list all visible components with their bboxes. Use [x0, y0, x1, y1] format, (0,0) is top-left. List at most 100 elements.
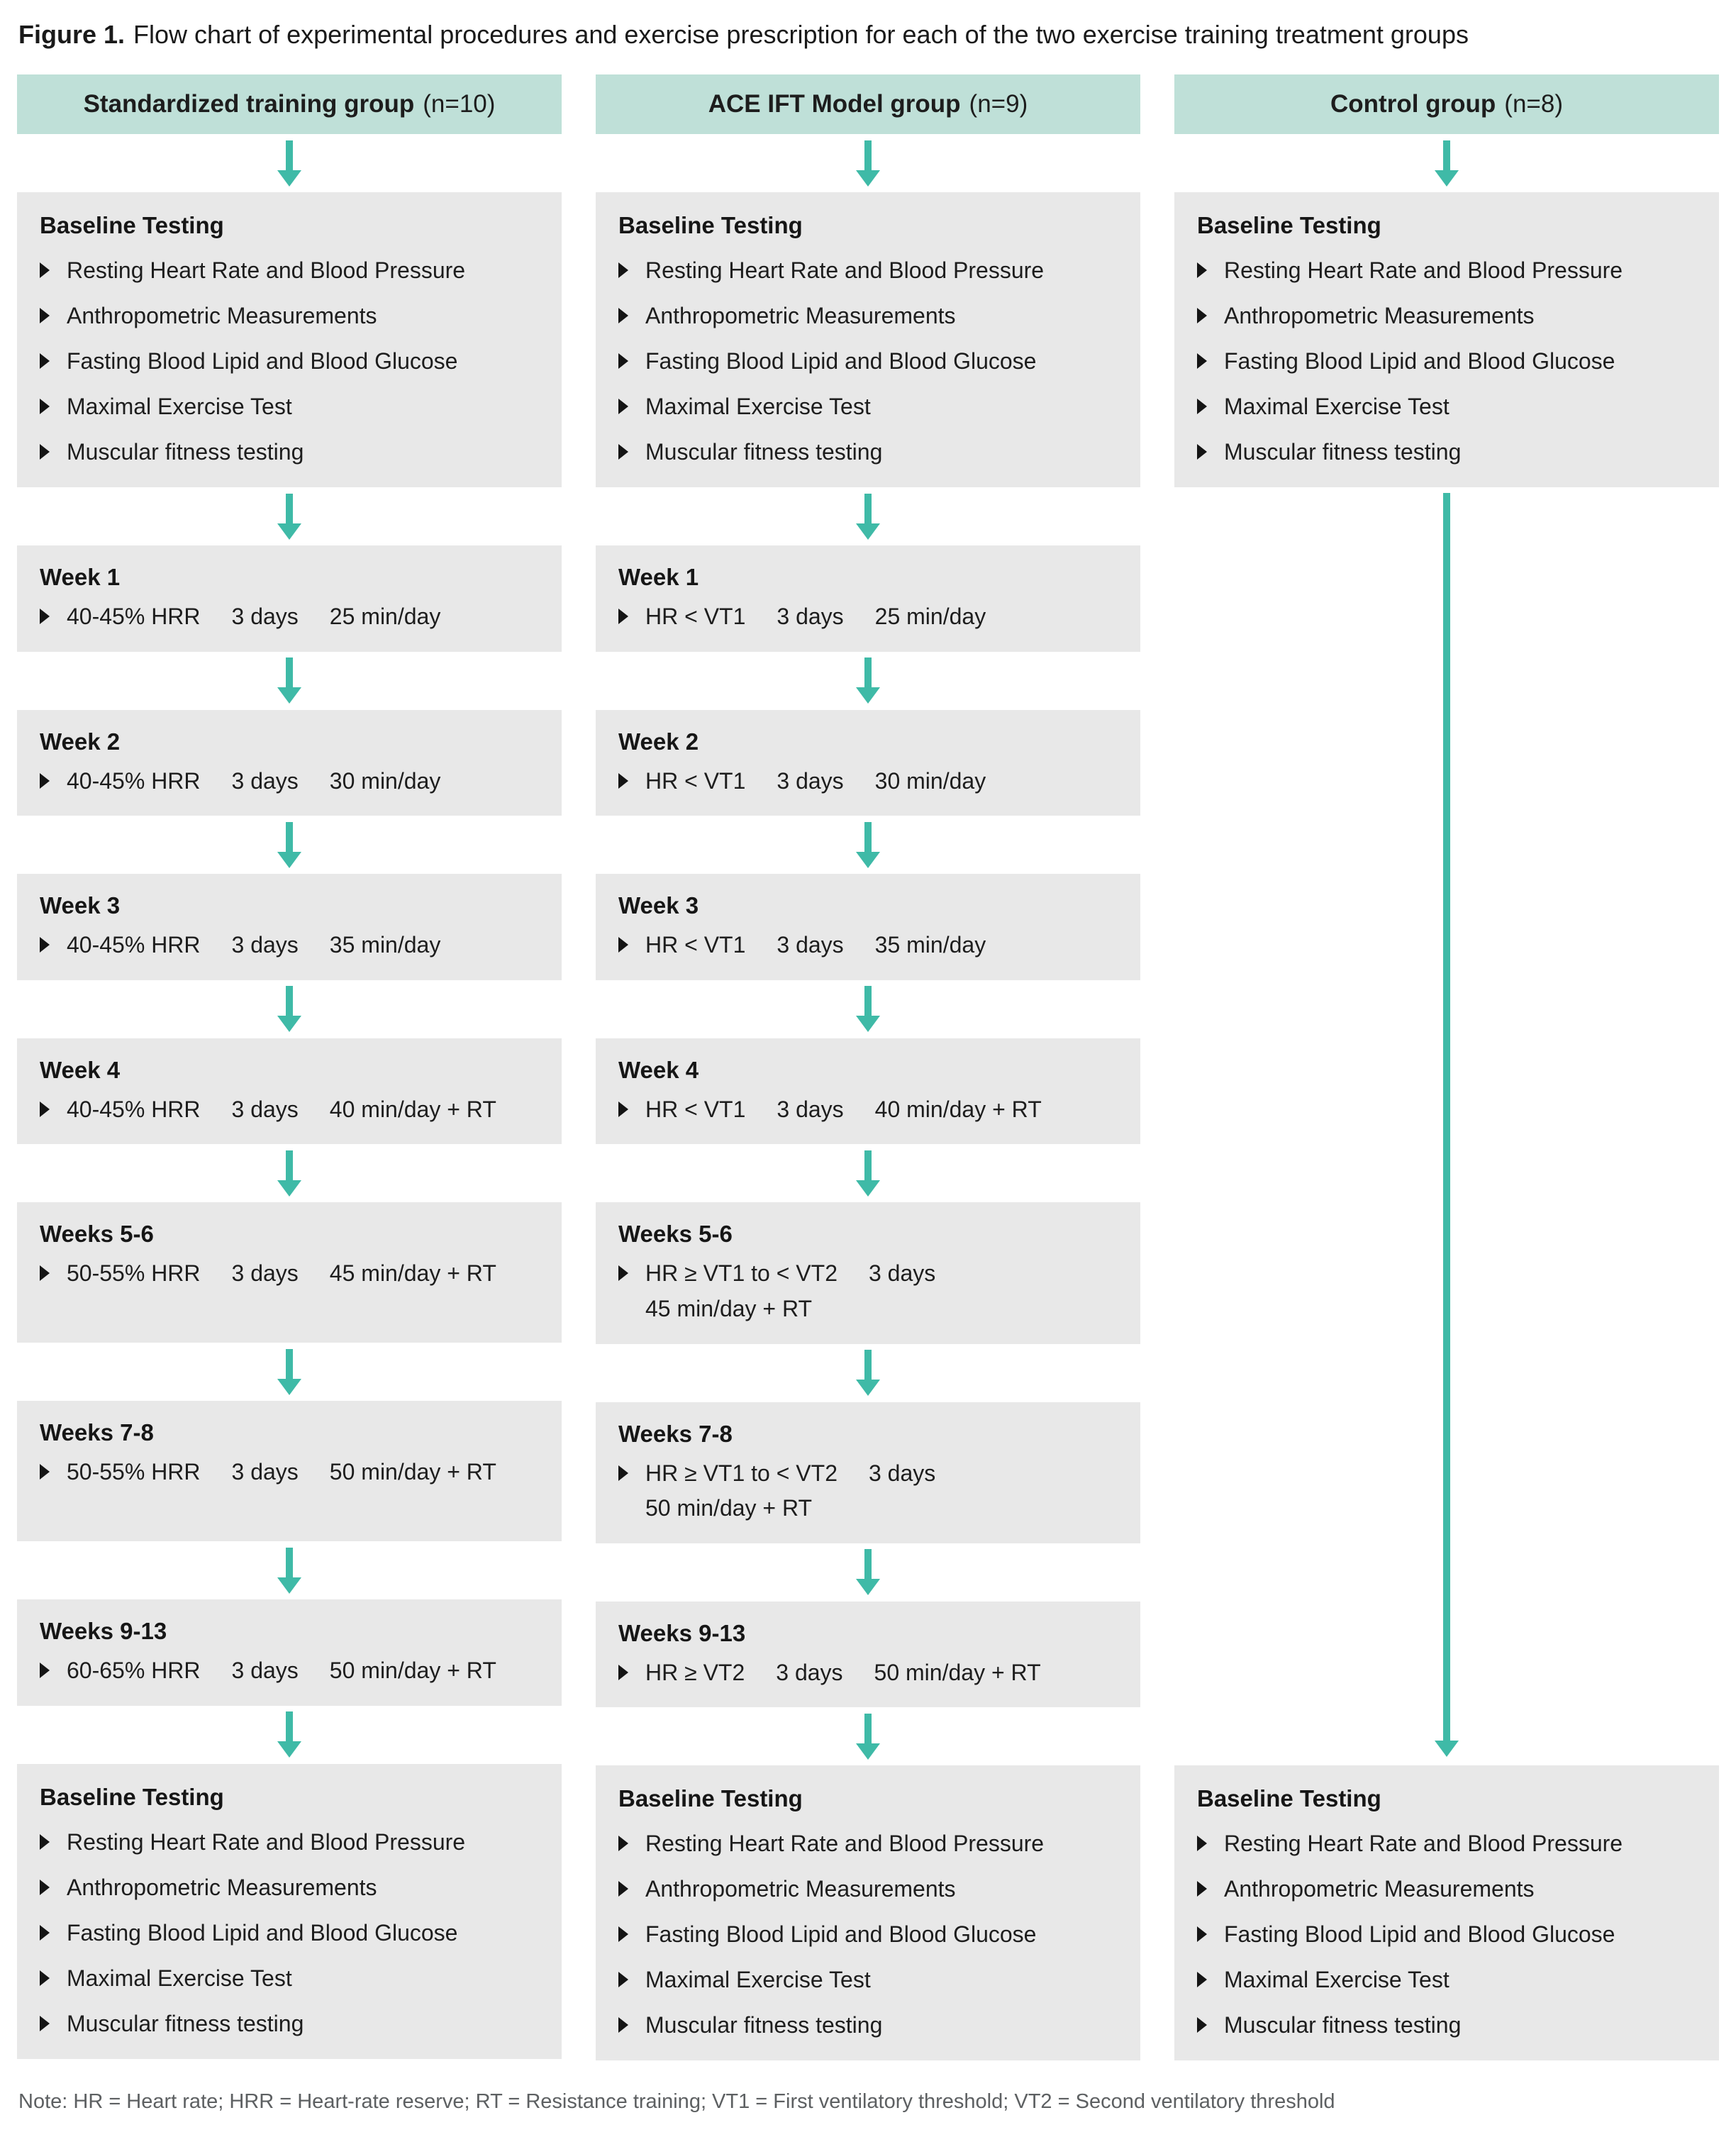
arrow-glyph: [856, 140, 880, 187]
arrow-head: [1435, 1741, 1459, 1758]
week-box: Week 4 HR < VT1 3 days 40 min/day + RT: [596, 1038, 1140, 1145]
list-item: Maximal Exercise Test: [40, 392, 539, 421]
baseline-item-text: Resting Heart Rate and Blood Pressure: [1224, 257, 1623, 283]
week-detail-segment: 40 min/day + RT: [329, 1096, 496, 1122]
week-title: Weeks 5-6: [618, 1221, 733, 1248]
bullet-icon: [618, 772, 628, 789]
week-detail-segment: 45 min/day + RT: [645, 1295, 813, 1321]
week-box: Weeks 9-13 60-65% HRR 3 days 50 min/day + R…: [17, 1599, 562, 1706]
down-arrow-icon: [596, 1144, 1140, 1202]
baseline-item-text: Muscular fitness testing: [1224, 439, 1462, 465]
week-detail-segment: HR ≥ VT2: [645, 1659, 745, 1685]
group-size: (n=10): [423, 90, 496, 118]
bullet-icon: [40, 1464, 50, 1480]
bullet-icon: [40, 2015, 50, 2031]
week-box: Weeks 9-13 HR ≥ VT2 3 days 50 min/day + RT: [596, 1601, 1140, 1708]
list-item: Anthropometric Measurements: [618, 301, 1118, 330]
list-item: Muscular fitness testing: [40, 438, 539, 466]
down-arrow-icon: [596, 1707, 1140, 1765]
arrow-glyph: [277, 1711, 301, 1758]
bullet-icon: [40, 1879, 50, 1895]
baseline-item-text: Fasting Blood Lipid and Blood Glucose: [645, 348, 1037, 374]
baseline-item-text: Muscular fitness testing: [645, 2012, 883, 2038]
arrow-shaft: [286, 1711, 293, 1742]
bullet-icon: [40, 772, 50, 789]
arrow-shaft: [286, 493, 293, 523]
bullet-icon: [618, 1101, 628, 1117]
list-item: Maximal Exercise Test: [1197, 1965, 1696, 1994]
week-line: HR ≥ VT2 3 days 50 min/day + RT: [618, 1658, 1118, 1688]
week-detail-segment: 50 min/day + RT: [874, 1659, 1041, 1685]
list-item: Fasting Blood Lipid and Blood Glucose: [40, 347, 539, 375]
week-box: Week 2 40-45% HRR 3 days 30 min/day: [17, 709, 562, 816]
arrow-glyph: [856, 1350, 880, 1397]
arrow-glyph: [856, 1549, 880, 1596]
week-detail-segment: 60-65% HRR: [67, 1658, 201, 1684]
arrow-head: [277, 1577, 301, 1594]
list-item: Anthropometric Measurements: [618, 1875, 1118, 1903]
week-title: Weeks 7-8: [618, 1420, 733, 1447]
week-detail-segment: 50 min/day + RT: [329, 1658, 496, 1684]
list-item: Anthropometric Measurements: [40, 301, 539, 330]
arrow-head: [277, 1180, 301, 1197]
week-line: HR < VT1 3 days 40 min/day + RT: [618, 1095, 1118, 1125]
down-arrow-icon: [596, 1543, 1140, 1602]
week-detail-segment: 35 min/day: [874, 932, 986, 958]
week-detail-segment: 3 days: [231, 1459, 299, 1485]
bullet-icon: [1197, 262, 1207, 278]
arrow-glyph: [856, 821, 880, 868]
baseline-list: Resting Heart Rate and Blood Pressure Ant…: [618, 256, 1118, 466]
bullet-icon: [40, 308, 50, 323]
bullet-icon: [40, 609, 50, 624]
baseline-item-text: Anthropometric Measurements: [1224, 303, 1535, 328]
week-box: Week 1 HR < VT1 3 days 25 min/day: [596, 545, 1140, 652]
down-arrow-icon: [596, 487, 1140, 545]
bullet-icon: [40, 1265, 50, 1282]
arrow-shaft: [1443, 140, 1450, 170]
baseline-item-text: Anthropometric Measurements: [645, 303, 956, 328]
bullet-icon: [618, 308, 628, 323]
arrow-head: [277, 1378, 301, 1395]
bullet-icon: [618, 1265, 628, 1282]
list-item: Muscular fitness testing: [618, 2011, 1118, 2039]
bullet-icon: [1197, 399, 1207, 414]
arrow-shaft: [864, 140, 872, 170]
arrow-shaft: [286, 821, 293, 852]
bullet-icon: [618, 444, 628, 460]
baseline-item-text: Maximal Exercise Test: [1224, 1967, 1450, 1993]
down-arrow-icon: [17, 1343, 562, 1401]
week-line: 50-55% HRR 3 days 45 min/day + RT: [40, 1259, 539, 1289]
arrow-shaft: [864, 1350, 872, 1380]
week-title: Week 1: [618, 564, 699, 590]
baseline-item-text: Maximal Exercise Test: [645, 394, 871, 419]
week-title: Week 3: [618, 892, 699, 919]
group-name: Standardized training group: [83, 90, 415, 118]
week-detail-segment: HR ≥ VT1 to < VT2: [645, 1260, 838, 1287]
week-detail-segment: 50 min/day + RT: [645, 1495, 813, 1521]
arrow-head: [856, 1743, 880, 1760]
bullet-icon: [618, 399, 628, 414]
down-arrow-icon: [17, 1541, 562, 1599]
figure-note: Note: HR = Heart rate; HRR = Heart-rate …: [18, 2090, 1335, 2114]
baseline-item-text: Fasting Blood Lipid and Blood Glucose: [1224, 348, 1615, 374]
list-item: Fasting Blood Lipid and Blood Glucose: [618, 1920, 1118, 1948]
week-detail-segment: 30 min/day: [874, 767, 986, 794]
baseline-testing-box: Baseline Testing Resting Heart Rate and B…: [1174, 192, 1719, 487]
week-detail-segment: HR < VT1: [645, 767, 746, 794]
bullet-icon: [618, 262, 628, 278]
baseline-item-text: Muscular fitness testing: [67, 2010, 304, 2036]
bullet-icon: [618, 1664, 628, 1680]
arrow-shaft: [864, 1549, 872, 1580]
arrow-glyph: [856, 986, 880, 1033]
bullet-icon: [1197, 1972, 1207, 1988]
down-arrow-icon: [1174, 134, 1719, 192]
bullet-icon: [1197, 444, 1207, 460]
down-arrow-icon: [17, 134, 562, 192]
week-detail-segment: 3 days: [231, 932, 299, 958]
week-detail-segment: 40-45% HRR: [67, 1096, 201, 1122]
arrow-head: [856, 170, 880, 187]
figure-caption: Flow chart of experimental procedures an…: [133, 20, 1469, 49]
arrow-glyph: [277, 1348, 301, 1395]
down-arrow-icon: [17, 980, 562, 1038]
arrow-shaft: [286, 140, 293, 170]
